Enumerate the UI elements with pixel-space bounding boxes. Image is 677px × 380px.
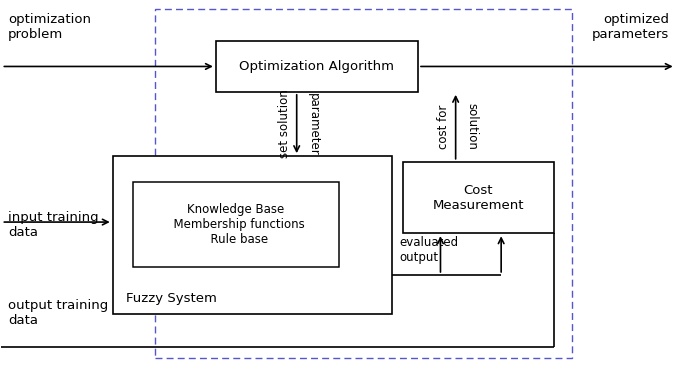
Bar xyxy=(112,156,393,315)
Bar xyxy=(403,162,554,233)
Bar xyxy=(133,182,338,268)
Text: output training
data: output training data xyxy=(8,299,108,328)
Text: Optimization Algorithm: Optimization Algorithm xyxy=(240,60,395,73)
Text: Cost
Measurement: Cost Measurement xyxy=(433,184,524,212)
Text: evaluated
output: evaluated output xyxy=(399,236,458,264)
Text: Knowledge Base
  Membership functions
  Rule base: Knowledge Base Membership functions Rule… xyxy=(167,203,305,246)
Bar xyxy=(155,9,572,358)
Bar xyxy=(216,41,418,92)
Text: Fuzzy System: Fuzzy System xyxy=(126,292,217,305)
Text: optimization
problem: optimization problem xyxy=(8,13,91,41)
Text: parameter: parameter xyxy=(307,93,320,155)
Text: optimized
parameters: optimized parameters xyxy=(592,13,669,41)
Text: input training
data: input training data xyxy=(8,211,99,239)
Text: set solution: set solution xyxy=(278,90,291,158)
Text: cost for: cost for xyxy=(437,105,450,149)
Text: solution: solution xyxy=(466,103,479,150)
